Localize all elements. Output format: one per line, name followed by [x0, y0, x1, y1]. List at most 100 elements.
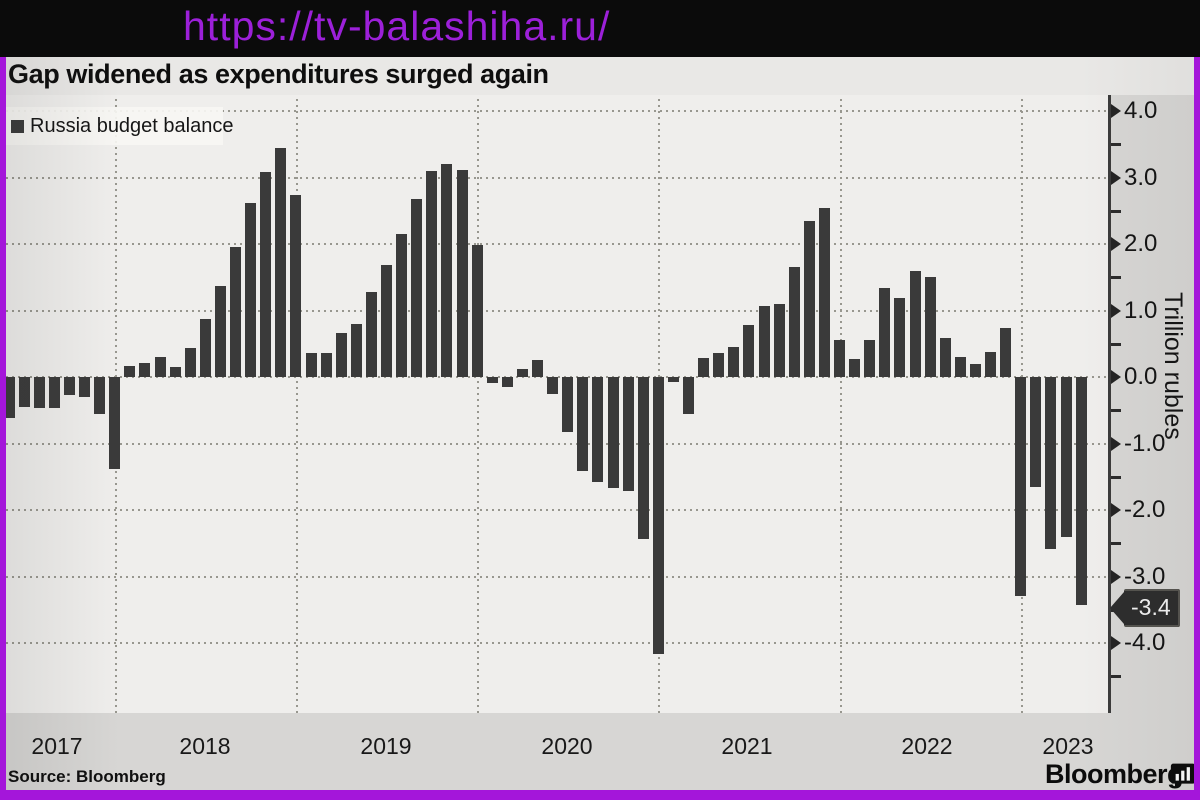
budget-balance-bar [864, 339, 876, 377]
gridline-vertical [296, 93, 298, 713]
x-axis-year-label: 2019 [360, 733, 412, 759]
current-value-tag: -3.4 [1110, 589, 1180, 627]
budget-balance-bar [924, 277, 936, 377]
budget-balance-bar [230, 246, 241, 377]
budget-balance-bar [3, 377, 15, 419]
budget-balance-bar [245, 202, 257, 377]
budget-balance-bar [985, 352, 996, 377]
x-axis-year-label: 2020 [541, 733, 593, 759]
budget-balance-bar [335, 333, 347, 377]
budget-balance-bar [109, 377, 121, 469]
gridline-vertical [839, 93, 842, 713]
budget-balance-bar [743, 325, 755, 377]
budget-balance-bar [879, 287, 891, 377]
y-axis-tick-label: -2.0 [1124, 496, 1166, 523]
plot-area [0, 93, 1110, 713]
budget-balance-bar [486, 377, 498, 383]
y-axis-minor-tick [1111, 542, 1121, 546]
budget-balance-bar [169, 367, 181, 377]
budget-balance-bar [33, 377, 45, 409]
y-axis-tick-arrow-icon [1111, 503, 1121, 517]
budget-balance-bar [1000, 327, 1012, 377]
budget-balance-bar [456, 170, 468, 377]
y-axis-tick-arrow-icon [1111, 569, 1121, 584]
budget-balance-bar [516, 369, 528, 377]
gridline-horizontal [6, 642, 1106, 644]
y-axis-minor-tick [1111, 276, 1121, 280]
legend-label: Russia budget balance [30, 114, 234, 137]
legend-marker [11, 119, 24, 133]
budget-balance-bar [441, 164, 453, 377]
x-axis-year-label: 2022 [901, 733, 953, 759]
y-axis-title: Trillion rubles [1159, 292, 1187, 440]
y-axis-minor-tick [1111, 475, 1121, 479]
budget-balance-bar [124, 365, 136, 377]
budget-balance-bar [834, 339, 845, 377]
tag-arrow-icon [1110, 592, 1124, 624]
budget-balance-bar [79, 377, 90, 397]
frame-border-left [0, 57, 6, 800]
source-credit: Source: Bloomberg [8, 767, 166, 786]
budget-balance-bar [1045, 377, 1057, 549]
budget-balance-bar [94, 377, 106, 415]
budget-balance-bar [683, 377, 694, 414]
gridline-horizontal [6, 243, 1106, 245]
gridline-horizontal [6, 110, 1106, 112]
budget-balance-bar [698, 358, 710, 377]
budget-balance-bar [577, 377, 589, 471]
budget-balance-bar [803, 220, 815, 377]
watermark-banner: https://tv-balashiha.ru/ [0, 0, 1200, 57]
budget-balance-bar [592, 377, 604, 483]
gridline-horizontal [6, 575, 1106, 578]
y-axis-line [1108, 93, 1111, 713]
budget-balance-bar [894, 297, 906, 377]
y-axis-tick-arrow-icon [1111, 170, 1121, 185]
budget-balance-bar [637, 377, 649, 539]
budget-balance-bar [381, 265, 392, 377]
gridline-horizontal [6, 442, 1106, 445]
budget-balance-bar [954, 357, 966, 377]
gridline-horizontal [6, 309, 1106, 312]
budget-balance-bar [411, 198, 423, 377]
budget-balance-bar [199, 319, 211, 377]
y-axis-minor-tick [1111, 342, 1121, 346]
watermark-url: https://tv-balashiha.ru/ [183, 3, 611, 49]
tag-value: -3.4 [1124, 589, 1180, 627]
y-axis-tick-label: -3.0 [1124, 562, 1166, 590]
budget-balance-bar [652, 377, 664, 655]
budget-balance-bar [1015, 377, 1027, 597]
budget-balance-bar [909, 270, 921, 377]
budget-balance-bar [1060, 377, 1072, 537]
budget-balance-bar [1075, 377, 1087, 606]
budget-balance-bar [350, 323, 362, 377]
budget-balance-bar [667, 377, 679, 382]
budget-balance-bar [622, 377, 634, 491]
y-axis-tick-arrow-icon [1111, 636, 1121, 650]
gridline-horizontal [6, 509, 1106, 511]
budget-balance-bar [63, 377, 75, 395]
frame-border-bottom [0, 790, 1200, 800]
y-axis-minor-tick [1111, 409, 1121, 413]
budget-balance-bar [818, 208, 830, 377]
budget-balance-bar [758, 305, 770, 377]
y-axis-tick-label: -4.0 [1124, 629, 1166, 656]
y-axis-minor-tick [1111, 209, 1121, 213]
budget-balance-bar [275, 147, 287, 377]
budget-balance-bar [713, 353, 725, 377]
budget-balance-bar [547, 377, 559, 395]
budget-balance-bar [471, 245, 483, 377]
budget-balance-bar [773, 303, 785, 377]
y-axis-minor-tick [1111, 143, 1121, 147]
y-axis-minor-tick [1111, 675, 1121, 679]
budget-balance-bar [260, 172, 272, 377]
budget-balance-bar [48, 377, 60, 408]
budget-balance-bar [607, 377, 619, 489]
bloomberg-wordmark: Bloomberg [1045, 759, 1184, 789]
y-axis-tick-arrow-icon [1111, 436, 1121, 451]
y-axis-tick-arrow-icon [1111, 370, 1121, 384]
x-axis-year-label: 2021 [721, 733, 773, 759]
y-axis-tick-label: 4.0 [1124, 97, 1158, 124]
x-axis-year-label: 2017 [31, 733, 83, 759]
budget-balance-bar [290, 194, 302, 377]
